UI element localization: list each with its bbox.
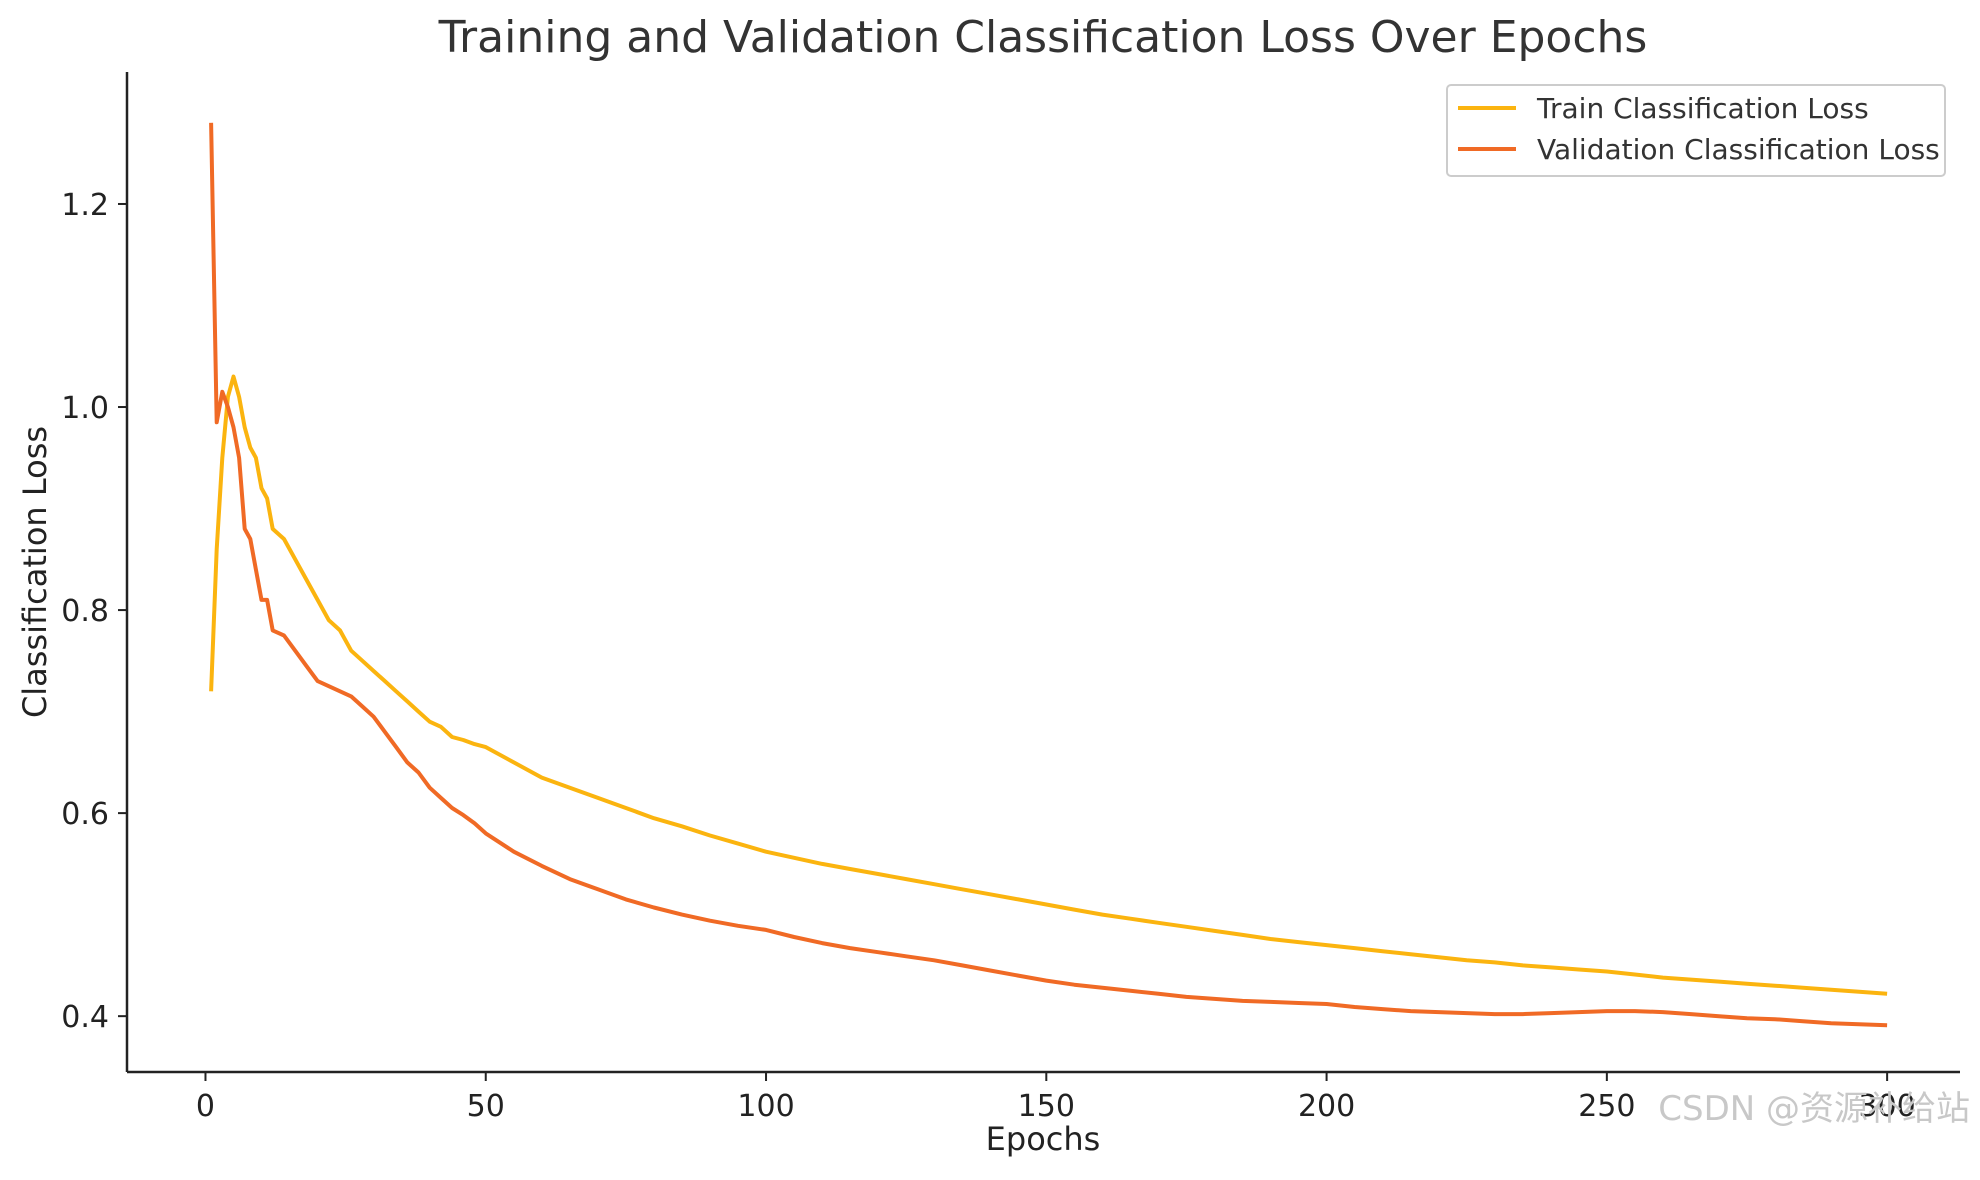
series-line-train	[209, 374, 1888, 996]
x-axis-label: Epochs	[986, 1120, 1101, 1158]
y-tick-label: 1.0	[61, 391, 109, 426]
legend-label-train: Train Classification Loss	[1536, 92, 1869, 125]
y-axis-label: Classification Loss	[16, 426, 54, 718]
y-tick-label: 0.8	[61, 594, 109, 629]
x-tick-label: 300	[1858, 1089, 1915, 1124]
watermark: CSDN @资源补给站	[1658, 1089, 1970, 1129]
legend-label-validation: Validation Classification Loss	[1537, 133, 1940, 166]
legend-box	[1446, 84, 1946, 177]
x-tick-label: 0	[196, 1089, 215, 1124]
x-tick-label: 250	[1578, 1089, 1635, 1124]
x-tick-label: 200	[1298, 1089, 1355, 1124]
legend: Train Classification Loss Validation Cla…	[1446, 84, 1946, 177]
y-tick-label: 1.2	[61, 188, 109, 223]
x-tick-label: 50	[467, 1089, 505, 1124]
x-tick-label: 150	[1018, 1089, 1075, 1124]
series-layer	[209, 122, 1888, 1028]
x-tick-label: 100	[737, 1089, 794, 1124]
series-line-validation	[209, 122, 1888, 1028]
y-tick-label: 0.6	[61, 797, 109, 832]
x-ticks: 0 50 100 150 200 250 300	[196, 1072, 1916, 1124]
chart-title: Training and Validation Classification L…	[438, 12, 1648, 63]
y-ticks: 0.4 0.6 0.8 1.0 1.2	[61, 188, 127, 1035]
axes	[125, 72, 1960, 1074]
y-tick-label: 0.4	[61, 1000, 109, 1035]
